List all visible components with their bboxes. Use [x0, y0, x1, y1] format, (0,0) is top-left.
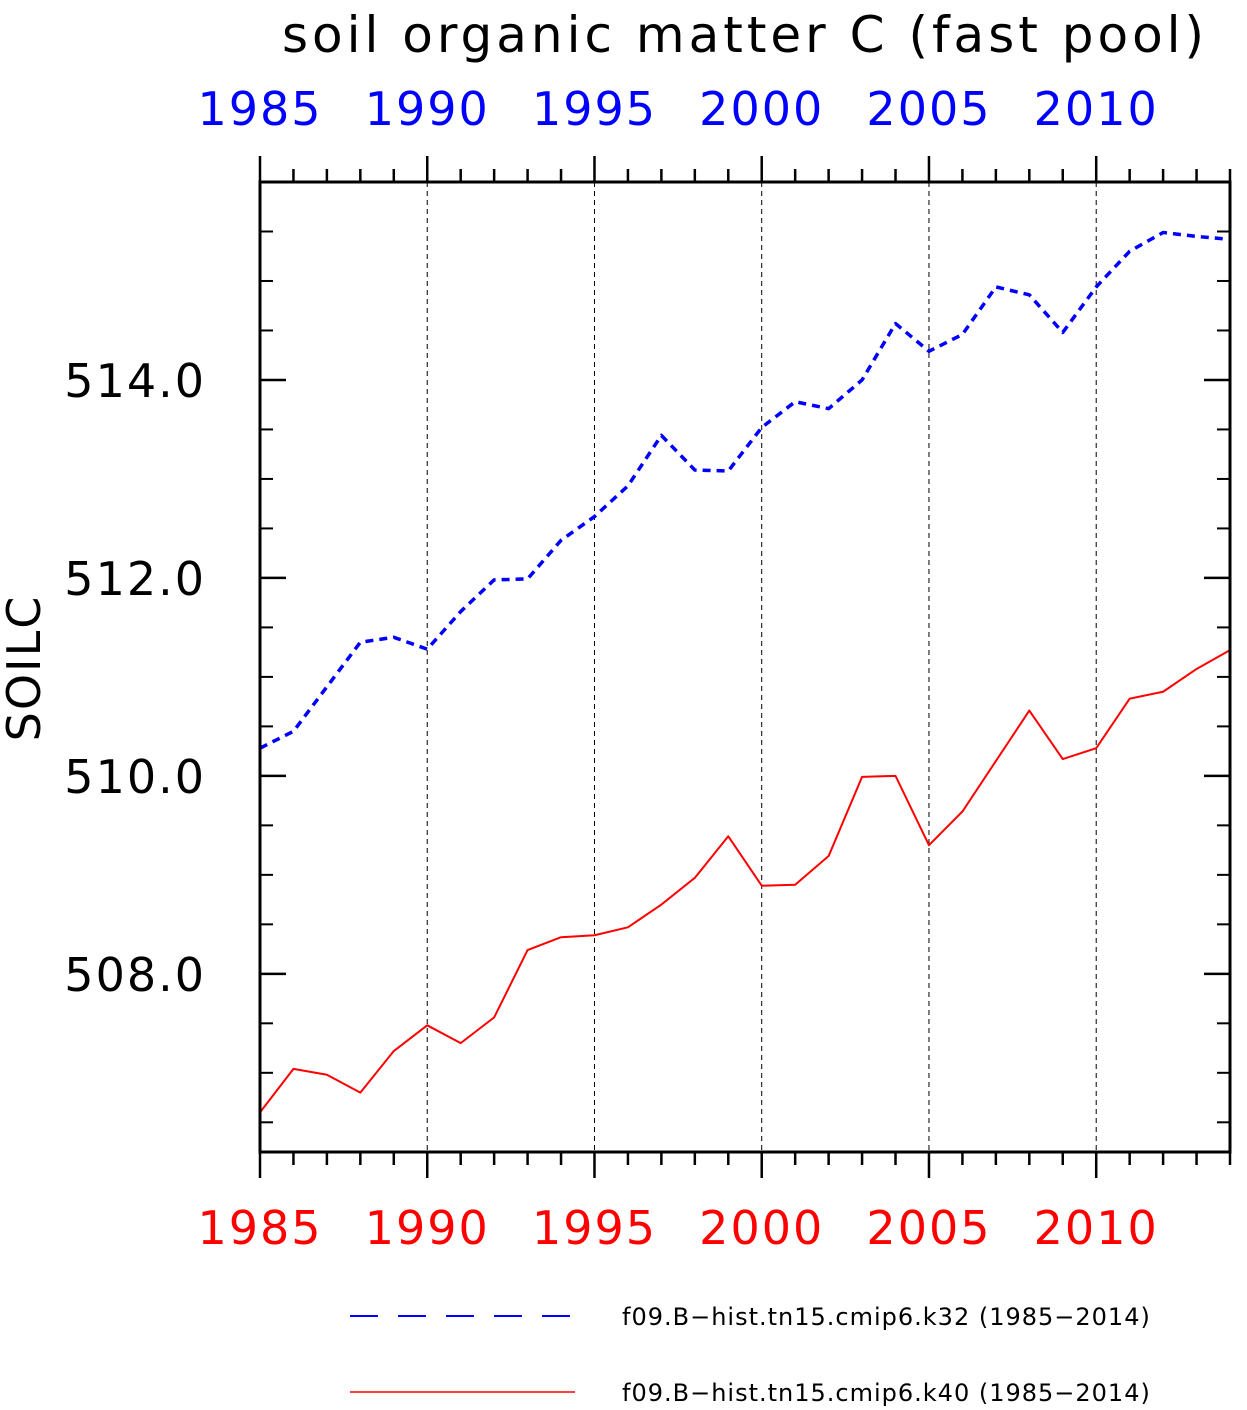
top-x-tick-label: 1985 — [197, 82, 322, 136]
y-axis-label: SOILC — [0, 595, 51, 742]
legend-label-1: f09.B−hist.tn15.cmip6.k40 (1985−2014) — [622, 1379, 1151, 1407]
series-line-0 — [259, 230, 1231, 750]
y-tick-label: 514.0 — [64, 354, 206, 408]
bottom-x-tick-label: 1985 — [197, 1201, 322, 1255]
legend: f09.B−hist.tn15.cmip6.k32 (1985−2014) f09… — [350, 1303, 1151, 1407]
top-x-tick-labels: 1985 1990 1995 2000 2005 2010 — [197, 82, 1159, 136]
plot-frame — [258, 180, 1232, 1154]
bottom-x-tick-label: 1995 — [532, 1201, 657, 1255]
legend-label-0: f09.B−hist.tn15.cmip6.k32 (1985−2014) — [622, 1303, 1151, 1331]
top-x-tick-label: 1995 — [532, 82, 657, 136]
top-x-tick-label: 2005 — [866, 82, 991, 136]
chart-title: soil organic matter C (fast pool) — [282, 6, 1208, 64]
series-line-1 — [259, 649, 1231, 1114]
top-x-tick-label: 2000 — [699, 82, 824, 136]
y-tick-label: 512.0 — [64, 552, 206, 606]
bottom-x-tick-labels: 1985 1990 1995 2000 2005 2010 — [197, 1201, 1159, 1255]
grid-lines — [426, 182, 1097, 1152]
bottom-x-tick-label: 2005 — [866, 1201, 991, 1255]
bottom-x-tick-label: 2010 — [1034, 1201, 1159, 1255]
bottom-x-tick-label: 1990 — [365, 1201, 490, 1255]
top-x-tick-label: 1990 — [365, 82, 490, 136]
axis-ticks — [258, 156, 1232, 1178]
bottom-x-tick-label: 2000 — [699, 1201, 824, 1255]
y-tick-labels: 508.0 510.0 512.0 514.0 — [64, 354, 206, 1002]
y-tick-label: 510.0 — [64, 750, 206, 804]
series-lines — [259, 230, 1231, 1114]
y-tick-label: 508.0 — [64, 948, 206, 1002]
top-x-tick-label: 2010 — [1034, 82, 1159, 136]
